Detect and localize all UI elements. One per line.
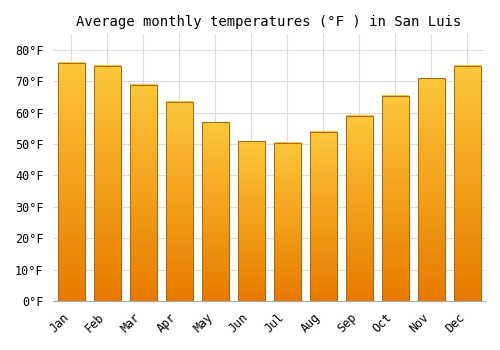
Bar — [238, 141, 264, 301]
Bar — [454, 66, 480, 301]
Bar — [418, 78, 444, 301]
Bar — [130, 84, 156, 301]
Bar — [58, 63, 84, 301]
Bar — [382, 96, 408, 301]
Bar — [310, 132, 336, 301]
Bar — [202, 122, 228, 301]
Title: Average monthly temperatures (°F ) in San Luis: Average monthly temperatures (°F ) in Sa… — [76, 15, 462, 29]
Bar — [274, 142, 300, 301]
Bar — [94, 66, 120, 301]
Bar — [166, 102, 192, 301]
Bar — [346, 116, 372, 301]
